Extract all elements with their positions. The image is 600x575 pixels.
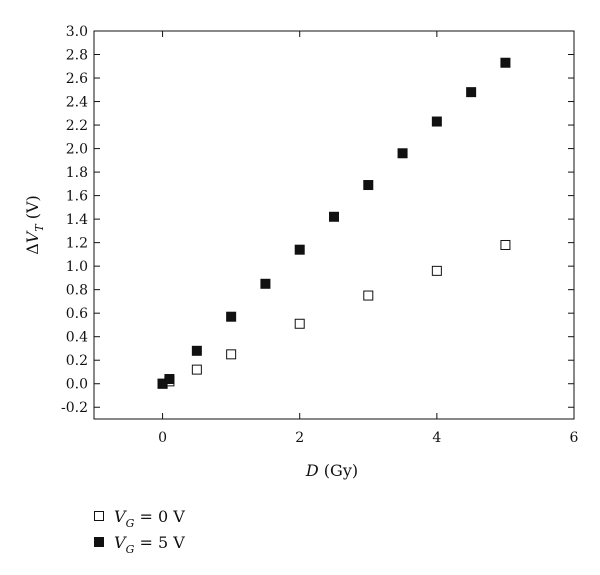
x-tick-label: 2	[295, 430, 304, 446]
y-tick-label: 0.2	[66, 353, 88, 369]
y-tick-label: 1.4	[66, 212, 88, 228]
y-tick-label: 0.0	[66, 377, 88, 393]
data-point-vg-5v	[294, 244, 305, 255]
y-tick-label: 0.8	[66, 283, 88, 299]
y-tick-label: -0.2	[61, 400, 88, 416]
data-point-vg-5v	[164, 374, 175, 385]
y-tick-label: 0.4	[66, 330, 88, 346]
legend-marker-vg-0v	[94, 511, 104, 521]
y-tick-label: 1.0	[66, 259, 88, 275]
data-point-vg-5v	[431, 116, 442, 127]
y-tick-label: 2.8	[66, 48, 88, 64]
data-point-vg-0v	[191, 364, 202, 375]
legend: VG = 0 V VG = 5 V	[94, 507, 185, 556]
data-point-vg-5v	[260, 278, 271, 289]
y-axis-label: ΔVT (V)	[23, 195, 46, 255]
data-point-vg-0v	[226, 349, 237, 360]
y-tick-label: 2.6	[66, 71, 88, 87]
y-tick-label: 2.2	[66, 118, 88, 134]
data-point-vg-0v	[294, 318, 305, 329]
data-points	[157, 57, 511, 389]
data-point-vg-5v	[226, 311, 237, 322]
data-point-vg-5v	[191, 345, 202, 356]
y-tick-label: 3.0	[66, 24, 88, 40]
data-point-vg-5v	[397, 148, 408, 159]
y-tick-label: 2.4	[66, 95, 88, 111]
data-point-vg-5v	[363, 180, 374, 191]
y-axis: -0.2 0.0 0.2 0.4 0.6 0.8 1.0 1.2 1.4 1.6 1.8 2.0 2.2…	[61, 24, 574, 416]
svg-text:D (Gy): D (Gy)	[305, 461, 358, 480]
x-tick-label: 0	[158, 430, 167, 446]
y-tick-label: 1.2	[66, 236, 88, 252]
plot-frame	[93, 30, 575, 420]
y-tick-label: 0.6	[66, 306, 88, 322]
data-point-vg-0v	[500, 239, 511, 250]
x-tick-label: 4	[432, 430, 441, 446]
legend-label: VG = 0 V	[114, 507, 185, 530]
x-axis-label: D (Gy)	[305, 461, 358, 480]
data-point-vg-5v	[466, 87, 477, 98]
x-axis: 0 2 4 6	[158, 31, 579, 446]
plot-area	[93, 30, 575, 420]
x-tick-label: 6	[570, 430, 579, 446]
y-tick-label: 2.0	[66, 142, 88, 158]
y-tick-label: 1.6	[66, 189, 88, 205]
legend-label: VG = 5 V	[114, 533, 185, 556]
data-point-vg-0v	[431, 265, 442, 276]
legend-marker-vg-5v	[94, 537, 104, 547]
y-tick-label: 1.8	[66, 165, 88, 181]
data-point-vg-5v	[500, 57, 511, 68]
svg-text:ΔVT (V): ΔVT (V)	[23, 195, 46, 255]
data-point-vg-0v	[363, 290, 374, 301]
data-point-vg-5v	[329, 211, 339, 222]
